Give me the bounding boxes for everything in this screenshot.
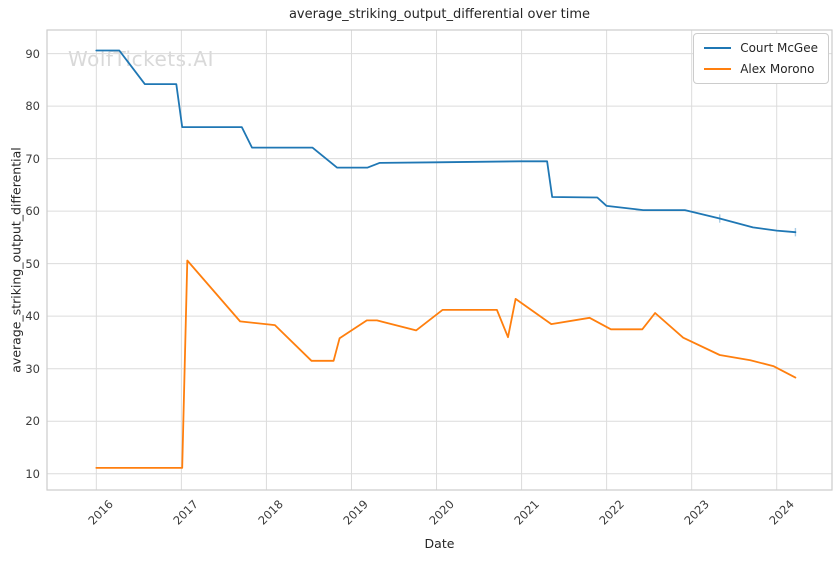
watermark: WolfTickets.AI	[68, 47, 214, 71]
legend-label: Court McGee	[740, 41, 818, 55]
y-tick-label: 60	[25, 204, 40, 219]
y-tick-label: 30	[25, 361, 40, 376]
y-tick-label: 80	[25, 99, 40, 114]
legend-label: Alex Morono	[740, 62, 815, 76]
y-tick-label: 20	[25, 414, 40, 429]
y-tick-label: 70	[25, 151, 40, 166]
y-tick-label: 10	[25, 466, 40, 481]
plot-border	[46, 29, 833, 491]
legend: Court McGee Alex Morono	[693, 33, 829, 84]
series-line-alex-morono	[95, 259, 797, 469]
x-axis-label: Date	[424, 536, 455, 551]
legend-entry-court-mcgee: Court McGee	[704, 41, 818, 55]
legend-line-swatch	[704, 68, 732, 70]
y-tick-label: 40	[25, 309, 40, 324]
series-line-court-mcgee	[95, 49, 797, 234]
legend-line-swatch	[704, 47, 732, 49]
legend-entry-alex-morono: Alex Morono	[704, 62, 818, 76]
chart-title: average_striking_output_differential ove…	[288, 7, 591, 22]
y-tick-label: 50	[25, 256, 40, 271]
y-tick-label: 90	[25, 46, 40, 61]
